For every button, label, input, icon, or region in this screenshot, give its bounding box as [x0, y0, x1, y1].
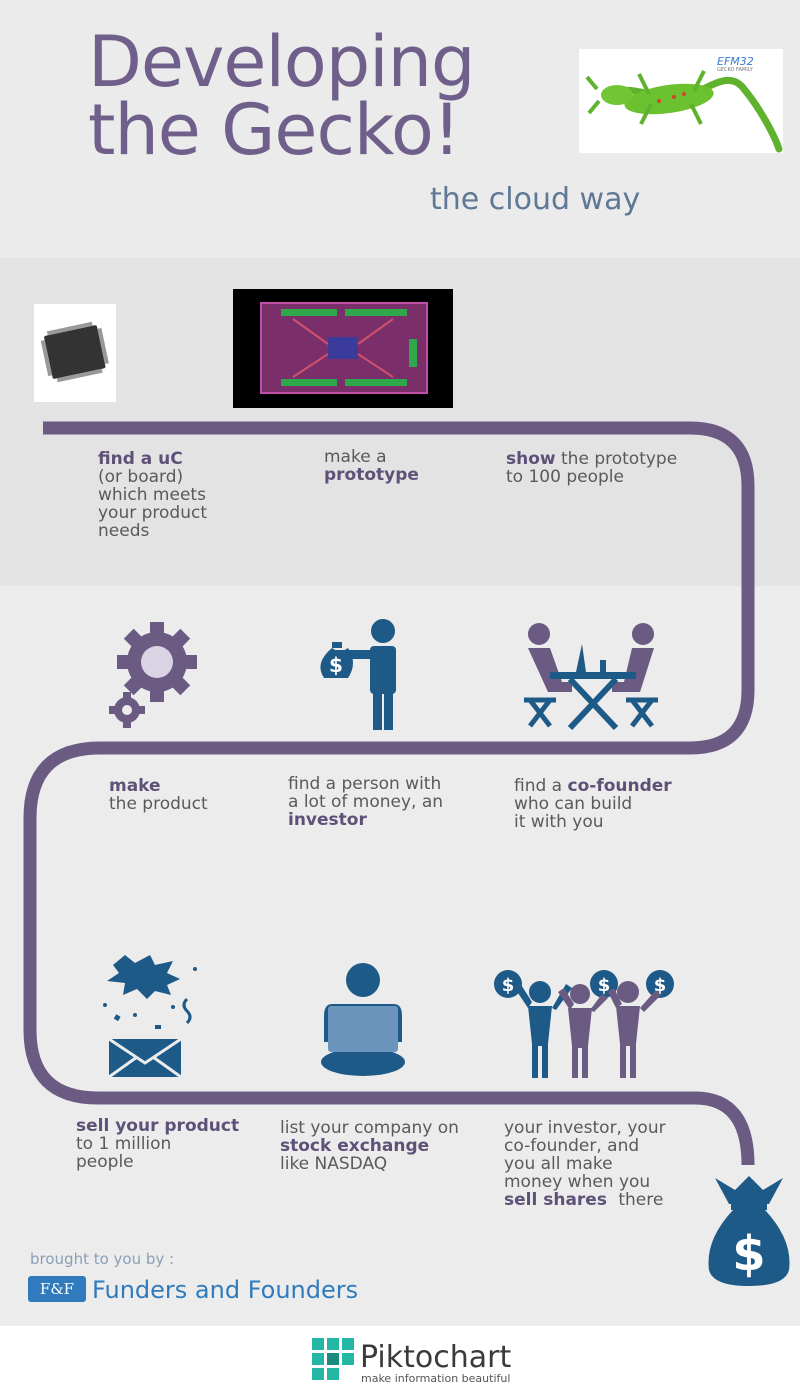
- step-line: who can build: [514, 794, 633, 814]
- step-find-uc-bold: find a uC: [98, 449, 183, 469]
- gecko-logo: EFM32 GECKO FAMILY: [579, 49, 783, 153]
- gecko-icon: [585, 70, 783, 153]
- step-line: make a: [324, 447, 387, 467]
- svg-text:$: $: [654, 975, 667, 996]
- laptop-person-icon: [321, 963, 405, 1076]
- piktochart-footer: [0, 1326, 800, 1397]
- step-line: co-founder, and: [504, 1136, 640, 1156]
- step-line: you all make: [504, 1154, 613, 1174]
- title-line-1: Developing: [88, 21, 475, 103]
- chip-icon: [40, 321, 109, 383]
- gecko-family-label: GECKO FAMILY: [717, 67, 753, 73]
- step-line: your product: [98, 503, 208, 523]
- envelope-confetti-icon: [103, 955, 197, 1079]
- svg-text:$: $: [732, 1226, 765, 1282]
- step-line: the prototype: [561, 449, 678, 469]
- step-stock-bold: stock exchange: [280, 1136, 430, 1156]
- title-line-2: the Gecko!: [88, 89, 461, 171]
- step-prototype: make a prototype: [324, 448, 419, 484]
- step-cofounder: find a co-founder who can build it with …: [514, 777, 672, 831]
- step-line: the product: [109, 794, 208, 814]
- ff-logo-text: F&F: [39, 1280, 75, 1298]
- step-line: a lot of money, an: [288, 792, 444, 812]
- page-title: Developing the Gecko!: [88, 27, 568, 165]
- gears-icon: [109, 622, 197, 728]
- step-line: to 100 people: [506, 467, 624, 487]
- step-line: it with you: [514, 812, 604, 832]
- step-investor-bold: investor: [288, 810, 367, 830]
- step-line: find a: [514, 776, 563, 796]
- step-line: your investor, your: [504, 1118, 666, 1138]
- step-find-uc: find a uC (or board) which meets your pr…: [98, 450, 207, 540]
- step-make-bold: make: [109, 776, 161, 796]
- piktochart-tagline: make information beautiful: [361, 1372, 511, 1385]
- pcb-layout-image: [233, 289, 453, 408]
- step-show: show the prototype to 100 people: [506, 450, 677, 486]
- step-make-product: make the product: [109, 777, 208, 813]
- step-line: find a person with: [288, 774, 442, 794]
- microcontroller-image: [34, 304, 116, 402]
- cofounder-meeting-icon: [524, 623, 658, 730]
- step-sell-bold: sell your product: [76, 1116, 240, 1136]
- investor-icon: $: [320, 619, 396, 730]
- step-line: list your company on: [280, 1118, 459, 1138]
- brought-by-label: brought to you by :: [30, 1250, 175, 1268]
- step-sell-shares-bold: sell shares: [504, 1190, 607, 1210]
- piktochart-logo-icon: [312, 1338, 354, 1380]
- svg-text:$: $: [598, 975, 611, 996]
- step-stock-exchange: list your company on stock exchange like…: [280, 1119, 459, 1173]
- step-cofounder-bold: co-founder: [567, 776, 672, 796]
- svg-text:$: $: [502, 975, 515, 996]
- step-line: (or board): [98, 467, 184, 487]
- step-line: like NASDAQ: [280, 1154, 388, 1174]
- step-line: money when you: [504, 1172, 651, 1192]
- step-sell-product: sell your product to 1 million people: [76, 1117, 239, 1171]
- pcb-icon: [260, 302, 428, 394]
- ff-logo: F&F: [28, 1276, 86, 1302]
- money-celebration-icon: $ $ $: [494, 970, 674, 1078]
- efm32-label: EFM32: [717, 55, 754, 68]
- step-line: which meets: [98, 485, 206, 505]
- step-sell-shares: your investor, your co-founder, and you …: [504, 1119, 666, 1209]
- step-line: there: [618, 1190, 664, 1210]
- step-line: to 1 million: [76, 1134, 172, 1154]
- step-show-bold: show: [506, 449, 556, 469]
- svg-text:$: $: [329, 653, 343, 677]
- step-investor: find a person with a lot of money, an in…: [288, 775, 443, 829]
- step-prototype-bold: prototype: [324, 465, 419, 485]
- step-line: needs: [98, 521, 150, 541]
- money-bag-icon: $: [708, 1176, 790, 1286]
- subtitle: the cloud way: [430, 182, 641, 217]
- step-line: people: [76, 1152, 134, 1172]
- ff-name: Funders and Founders: [92, 1276, 359, 1304]
- piktochart-name: Piktochart: [360, 1340, 512, 1375]
